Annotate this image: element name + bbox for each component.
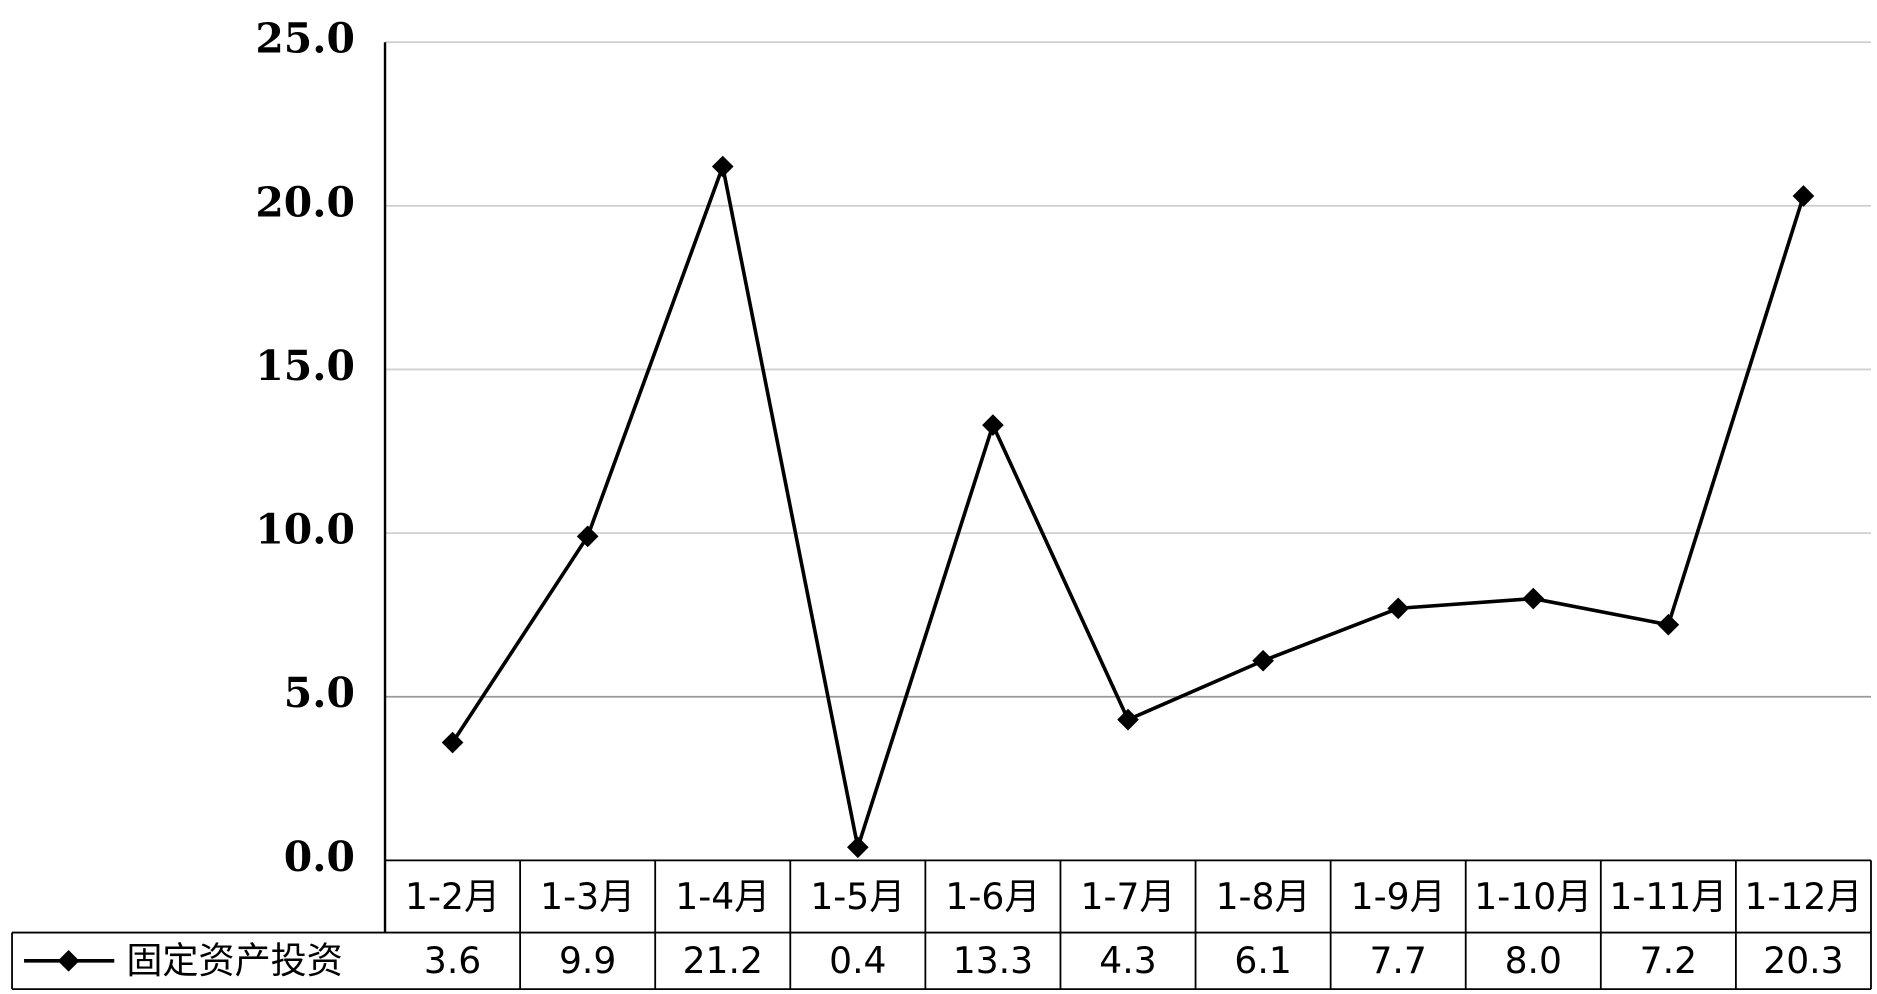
- point-marker: [1792, 185, 1815, 207]
- table-value: 4.3: [1099, 940, 1156, 982]
- point-marker: [1657, 613, 1680, 636]
- series-line: [451, 159, 1806, 855]
- x-tick-label: 1-6月: [945, 876, 1040, 918]
- legend-marker: [57, 950, 80, 972]
- y-tick-label: 0.0: [284, 833, 355, 881]
- y-tick-label: 15.0: [255, 342, 355, 390]
- x-tick-label: 1-10月: [1474, 876, 1592, 918]
- table-value: 13.3: [953, 940, 1033, 982]
- x-tick-label: 1-7月: [1080, 876, 1175, 918]
- point-marker: [1522, 587, 1545, 610]
- table-value: 7.7: [1369, 940, 1426, 982]
- point-marker: [441, 731, 464, 754]
- x-tick-label: 1-9月: [1351, 876, 1446, 918]
- table-value: 20.3: [1763, 940, 1843, 982]
- y-tick-label: 10.0: [255, 506, 355, 554]
- table-value: 6.1: [1234, 940, 1291, 982]
- y-tick-label: 25.0: [255, 15, 355, 63]
- y-tick-label: 20.0: [255, 178, 355, 226]
- point-marker: [1387, 597, 1410, 620]
- x-tick-label: 1-2月: [405, 876, 500, 918]
- table-value: 21.2: [683, 940, 763, 982]
- point-marker: [1252, 649, 1274, 672]
- table-value: 7.2: [1640, 940, 1697, 982]
- x-tick-label: 1-12月: [1744, 876, 1862, 918]
- legend-label: 固定资产投资: [126, 940, 342, 982]
- x-tick-label: 1-8月: [1216, 876, 1311, 918]
- table-value: 8.0: [1505, 940, 1562, 982]
- table-value: 0.4: [829, 940, 886, 982]
- x-tick-label: 1-3月: [540, 876, 635, 918]
- table-value: 9.9: [559, 940, 616, 982]
- table-value: 3.6: [424, 940, 481, 982]
- point-marker: [576, 525, 599, 548]
- point-marker: [711, 155, 734, 178]
- x-tick-label: 1-11月: [1609, 876, 1727, 918]
- y-tick-label: 5.0: [284, 669, 355, 717]
- point-marker: [847, 836, 869, 859]
- x-tick-label: 1-5月: [810, 876, 905, 918]
- x-tick-label: 1-4月: [675, 876, 770, 918]
- point-marker: [1117, 708, 1139, 731]
- point-marker: [982, 414, 1004, 436]
